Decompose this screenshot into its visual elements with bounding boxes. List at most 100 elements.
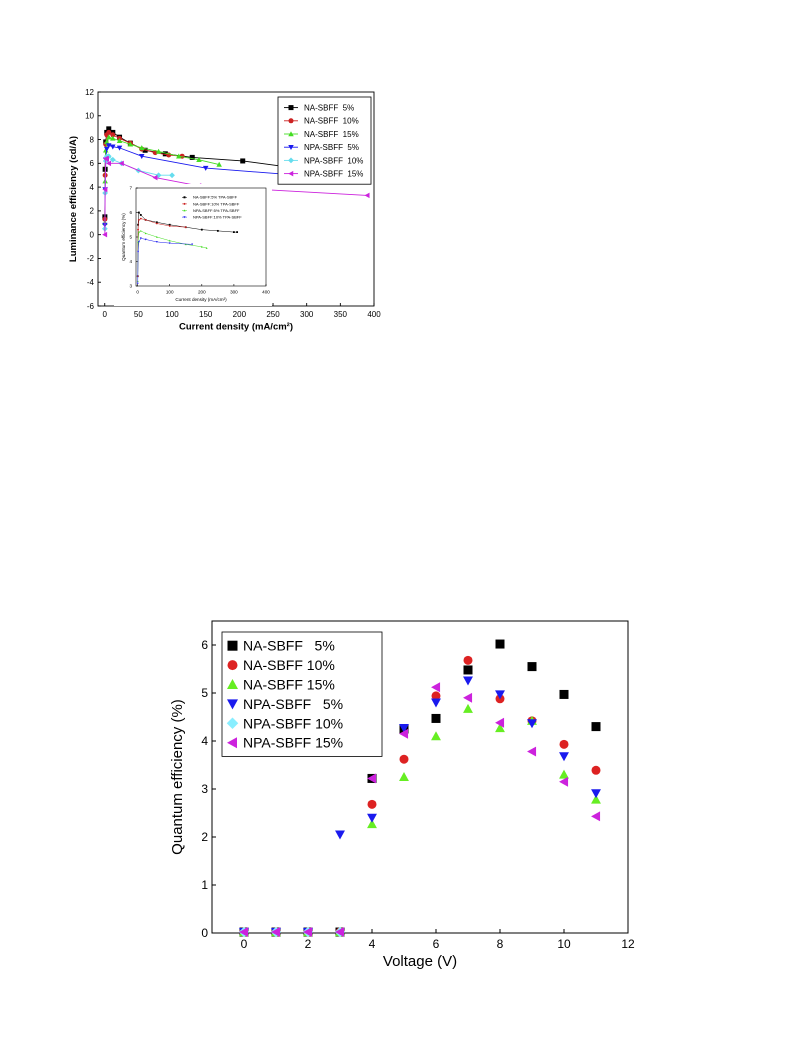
chart1-x-tick-label: 350 <box>334 310 348 319</box>
chart2-data-point <box>399 772 409 782</box>
chart1-data-point <box>118 160 124 167</box>
inset-data-point <box>144 232 147 235</box>
chart1-y-tick-label: 6 <box>90 159 95 168</box>
chart1-data-point <box>109 156 116 163</box>
chart2-data-point <box>463 655 473 665</box>
chart2-legend: NA-SBFF 5% NA-SBFF 10% NA-SBFF 15% NPA-SBFF… <box>221 631 383 757</box>
inset-data-point <box>144 238 147 241</box>
inset-data-point <box>139 229 142 232</box>
chart2-legend-marker <box>227 737 237 749</box>
inset-y-tick-label: 6 <box>129 210 132 215</box>
chart1-data-point <box>139 145 145 151</box>
chart2-series-5 <box>238 926 346 938</box>
inset-data-point <box>137 223 139 226</box>
inset-series-line <box>137 218 186 277</box>
chart2-y-tick-label: 4 <box>201 734 208 748</box>
chart1-data-point <box>106 160 112 167</box>
chart2-data-point <box>527 746 537 757</box>
chart2-data-point <box>495 723 505 733</box>
chart2-x-tick-label: 12 <box>621 937 635 951</box>
inset-data-point <box>137 250 140 253</box>
chart1-data-point <box>169 172 175 179</box>
chart2-data-point <box>495 690 505 700</box>
chart1-data-point <box>106 129 112 135</box>
chart2-data-point <box>431 691 441 701</box>
chart1-data-point <box>196 157 202 163</box>
chart2-y-tick-label: 5 <box>201 686 208 700</box>
chart2-frame <box>211 620 629 934</box>
inset-x-tick-label: 0 <box>136 290 139 295</box>
chart1-y-axis-label: Luminance efficiency (cd/A) <box>68 136 79 262</box>
chart2-legend-marker <box>227 699 238 710</box>
chart1-legend-label: NA-SBFF 5% <box>304 103 354 112</box>
chart2-x-tick-label: 10 <box>557 937 571 951</box>
chart2-data-point <box>559 776 569 787</box>
chart2-data-point <box>335 927 345 937</box>
chart1-y-tick-label: 4 <box>90 183 95 192</box>
chart1-data-point <box>176 153 182 159</box>
chart1-data-point <box>202 165 209 171</box>
inset-data-point <box>191 243 194 246</box>
inset-data-point <box>168 223 171 226</box>
chart2-legend-label: NA-SBFF 15% <box>243 677 335 693</box>
chart2-legend-label: NPA-SBFF 10% <box>243 715 343 731</box>
chart2-data-point <box>527 719 537 729</box>
inset-y-tick-label: 5 <box>129 235 132 240</box>
chart2-data-point <box>559 769 569 779</box>
inset-legend-label: NA-SBFF:5% TPA-SBFF <box>193 195 238 200</box>
inset-x-tick-label: 400 <box>262 290 270 295</box>
inset-data-point <box>144 218 147 221</box>
inset-data-point <box>155 236 158 238</box>
inset-data-point <box>184 243 187 246</box>
chart1-legend: NA-SBFF 5% NA-SBFF 10% NA-SBFF 15% NPA-SBFF… <box>277 96 372 185</box>
chart1-legend-marker <box>288 157 294 164</box>
chart2-data-point <box>591 811 601 822</box>
inset-y-tick-label: 7 <box>129 186 132 191</box>
chart1-data-point <box>104 155 110 162</box>
chart2-data-point <box>591 722 601 732</box>
chart1-data-point <box>240 158 246 164</box>
chart1-legend-marker <box>288 118 294 124</box>
inset-data-point <box>155 221 158 224</box>
chart2-x-tick-label: 0 <box>241 937 248 951</box>
chart1-data-point <box>102 147 109 153</box>
chart2-data-point <box>559 752 569 762</box>
chart1-legend-label: NPA-SBFF 10% <box>304 156 363 165</box>
chart2-legend-marker <box>227 679 238 689</box>
inset-series-3 <box>136 229 208 282</box>
inset-data-point <box>168 225 171 227</box>
inset-legend-marker <box>183 209 186 212</box>
chart1-x-tick-label: 0 <box>103 310 108 319</box>
chart2-data-point <box>463 692 473 703</box>
chart1-x-tick-label: 100 <box>165 310 179 319</box>
chart2-legend-marker <box>227 640 238 651</box>
chart2-data-point <box>367 799 377 809</box>
chart2-y-tick-label: 0 <box>201 926 208 940</box>
inset-series-4 <box>136 237 194 285</box>
chart2-y-tick-label: 1 <box>201 878 208 892</box>
inset-data-point <box>216 229 219 232</box>
chart1-legend-label: NPA-SBFF 5% <box>304 143 359 152</box>
chart2-data-point <box>303 927 313 937</box>
chart1-data-point <box>102 231 108 238</box>
chart2-x-tick-label: 8 <box>497 937 504 951</box>
inset-data-point <box>137 211 140 214</box>
chart1-x-tick-label: 50 <box>134 310 143 319</box>
inset-data-point <box>233 231 235 233</box>
inset-data-point <box>168 239 171 242</box>
inset-series-line <box>137 237 193 284</box>
chart2-data-point <box>431 713 441 723</box>
chart2-data-point <box>399 728 409 739</box>
chart2-data-point <box>527 662 537 672</box>
chart1-data-point <box>102 186 108 193</box>
inset-series-line <box>137 230 207 282</box>
inset-data-point <box>155 241 158 243</box>
chart2-legend-box <box>221 631 383 757</box>
inset-axes: 0 100 200 300 400 3 4 5 6 7 Current density (mA/cm… <box>121 186 270 303</box>
chart2-x-tick-label: 6 <box>433 937 440 951</box>
chart1-legend-marker <box>288 131 294 137</box>
inset-legend-marker <box>183 202 186 205</box>
chart1-data-point <box>152 174 158 181</box>
inset-background <box>114 184 272 306</box>
